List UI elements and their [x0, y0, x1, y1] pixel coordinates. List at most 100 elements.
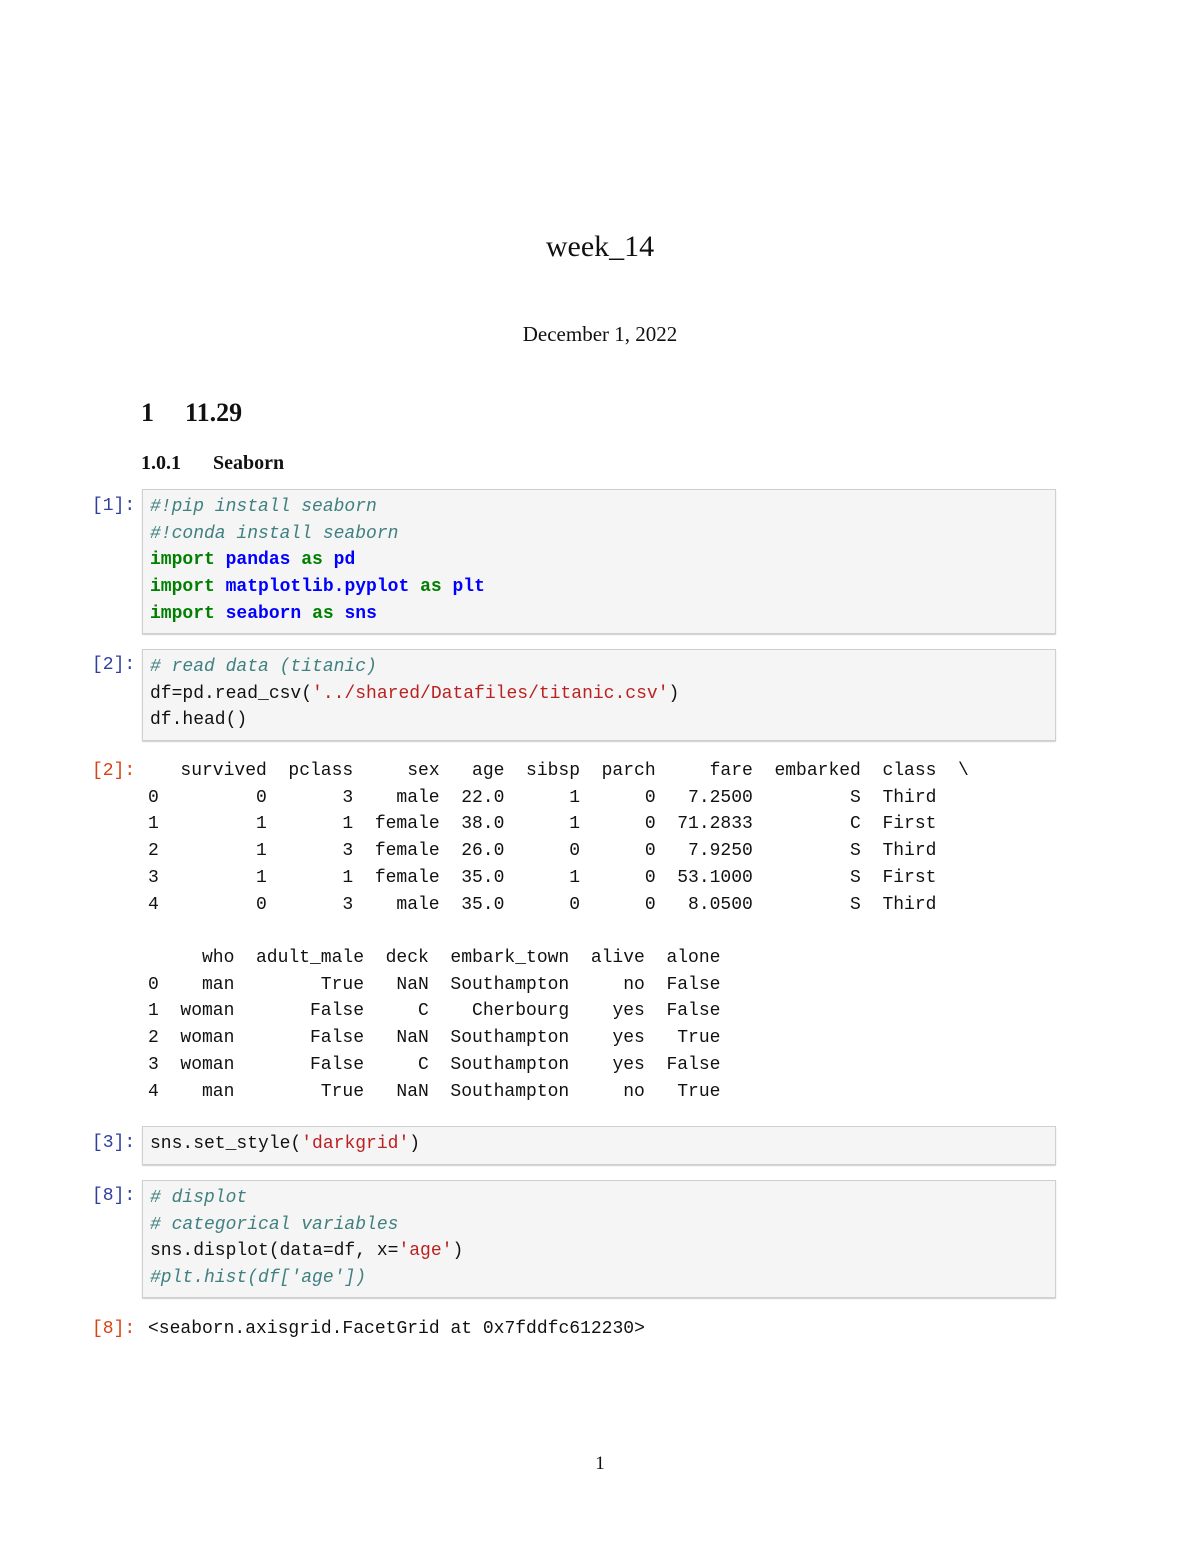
- code-token: sns.set_style(: [150, 1134, 302, 1154]
- row-index: 2: [148, 841, 159, 862]
- code-token: df.head(): [150, 710, 248, 731]
- column-header: adult_male: [255, 948, 365, 968]
- facetgrid-output: <seaborn.axisgrid.FacetGrid at 0x7fddfc6…: [148, 1319, 645, 1339]
- table-cell: Southampton: [450, 1028, 570, 1049]
- code-token: 'darkgrid': [301, 1134, 410, 1154]
- code-token: #!pip install seaborn: [150, 497, 377, 517]
- table-header: survived pclass sex age sibsp parch fare embark…: [148, 758, 968, 785]
- code-cell-imports[interactable]: #!pip install seaborn #!conda install sea…: [142, 489, 1056, 634]
- column-header: age: [472, 761, 505, 781]
- table-header: who adult_male deck embark_town alive alone: [148, 945, 720, 972]
- column-header: who: [202, 948, 235, 968]
- row-index: 0: [148, 787, 159, 808]
- table-cell: False: [666, 974, 721, 995]
- section-heading: 1 11.29: [141, 398, 242, 428]
- cell-prompt: [8]:: [92, 1186, 136, 1206]
- code-token: [301, 604, 312, 624]
- code-token: #!conda install seaborn: [150, 523, 399, 544]
- code-token: sns: [344, 603, 377, 624]
- code-token: [215, 604, 226, 624]
- table-cell: 22.0: [461, 787, 505, 808]
- column-header: alive: [590, 948, 645, 968]
- row-index: 3: [148, 867, 159, 888]
- code-token: ): [668, 683, 680, 704]
- code-token: '../shared/Datafiles/titanic.csv': [312, 683, 669, 704]
- code-cell-displot[interactable]: # displot # categorical variables sns.disp…: [142, 1180, 1056, 1298]
- table-row: 0 man True NaN Southampton no False: [148, 972, 720, 999]
- table-cell: True: [677, 1028, 721, 1049]
- row-index: 1: [148, 814, 159, 835]
- table-cell: female: [374, 841, 440, 862]
- code-line: import seaborn as sns: [150, 601, 1055, 628]
- code-line: import pandas as pd: [150, 547, 1055, 574]
- table-row: 1 woman False C Cherbourg yes False: [148, 998, 720, 1025]
- dataframe-output-part1: survived pclass sex age sibsp parch fare embark…: [148, 758, 969, 918]
- table-cell: S: [850, 787, 861, 808]
- table-cell: Cherbourg: [472, 1001, 570, 1022]
- table-cell: 3: [342, 894, 354, 915]
- table-row: 0 0 3 male 22.0 1 0 7.2500 S Third: [148, 785, 969, 812]
- table-cell: 35.0: [461, 867, 505, 888]
- index-header: [148, 758, 159, 785]
- code-token: [290, 550, 301, 570]
- code-cell-read-data[interactable]: # read data (titanic) df=pd.read_csv('../…: [142, 649, 1056, 741]
- table-row: 2 woman False NaN Southampton yes True: [148, 1025, 720, 1052]
- table-cell: female: [374, 867, 440, 888]
- table-cell: 0: [644, 841, 656, 862]
- row-index: 0: [148, 974, 159, 995]
- table-cell: 1: [342, 867, 354, 888]
- table-cell: 0: [644, 894, 656, 915]
- code-token: plt: [452, 577, 485, 598]
- code-line: df=pd.read_csv('../shared/Datafiles/tita…: [150, 681, 1055, 708]
- table-cell: yes: [612, 1054, 645, 1075]
- table-cell: yes: [612, 1028, 645, 1049]
- subsection-heading: 1.0.1 Seaborn: [141, 452, 284, 475]
- column-header: sex: [407, 761, 440, 781]
- table-cell: woman: [180, 1001, 235, 1022]
- code-token: ): [452, 1241, 464, 1262]
- table-cell: Third: [882, 841, 937, 862]
- table-cell: S: [850, 894, 861, 915]
- code-token: [215, 550, 226, 570]
- table-row: 3 woman False C Southampton yes False: [148, 1052, 720, 1079]
- code-token: as: [301, 550, 323, 571]
- table-cell: First: [882, 867, 937, 888]
- column-header: alone: [666, 948, 721, 968]
- code-cell-set-style[interactable]: sns.set_style('darkgrid'): [142, 1126, 1056, 1165]
- table-cell: 0: [644, 867, 656, 888]
- row-index: 4: [148, 1081, 159, 1102]
- code-line: #plt.hist(df['age']): [150, 1265, 1055, 1292]
- section-title: 11.29: [185, 398, 243, 427]
- table-cell: 1: [256, 867, 267, 888]
- table-cell: 0: [256, 894, 267, 915]
- code-token: # displot: [150, 1188, 248, 1208]
- table-cell: woman: [180, 1028, 235, 1049]
- table-cell: False: [310, 1001, 365, 1022]
- table-cell: man: [202, 974, 235, 995]
- table-row: 4 man True NaN Southampton no True: [148, 1079, 720, 1106]
- table-row: 3 1 1 female 35.0 1 0 53.1000 S First: [148, 865, 969, 892]
- row-index: 3: [148, 1054, 159, 1075]
- table-cell: 1: [256, 841, 267, 862]
- table-cell: 35.0: [461, 894, 505, 915]
- table-cell: NaN: [396, 1081, 429, 1102]
- code-token: # categorical variables: [150, 1214, 399, 1235]
- code-token: import: [150, 550, 215, 571]
- table-cell: Southampton: [450, 1054, 570, 1075]
- column-header: class: [882, 761, 937, 781]
- table-cell: C: [850, 814, 861, 835]
- table-cell: 1: [256, 814, 267, 835]
- table-cell: 53.1000: [677, 867, 753, 888]
- output-prompt: [8]:: [92, 1319, 136, 1339]
- table-row: 2 1 3 female 26.0 0 0 7.9250 S Third: [148, 838, 969, 865]
- table-cell: 0: [569, 894, 581, 915]
- code-line: # displot: [150, 1185, 1055, 1212]
- row-index: 1: [148, 1001, 159, 1022]
- table-cell: S: [850, 841, 861, 862]
- table-cell: Southampton: [450, 974, 570, 995]
- table-cell: 0: [569, 841, 581, 862]
- subsection-title: Seaborn: [213, 452, 285, 474]
- table-cell: man: [202, 1081, 235, 1102]
- table-cell: 7.9250: [688, 841, 753, 862]
- code-token: ): [409, 1134, 421, 1154]
